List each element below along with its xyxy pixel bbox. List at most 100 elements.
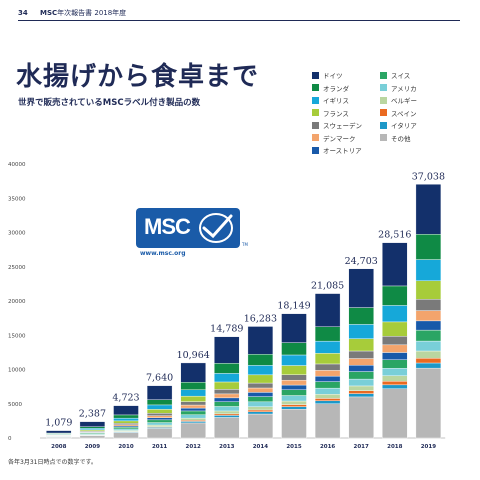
bar-segment [214,415,240,418]
bar-segment [113,428,139,431]
bar-segment [214,393,240,399]
bar-segment [113,405,139,416]
legend-label: スペイン [391,109,417,118]
bar-segment [382,381,408,386]
msc-logo-text: MSC [144,214,191,239]
bar-segment [348,268,374,308]
bar-segment [382,305,408,323]
x-tick-label: 2014 [253,444,268,450]
legend-item: ベルギー [380,95,417,105]
bar-segment [113,414,139,419]
chart-subtitle: 世界で販売されているMSCラベル付き製品の数 [18,98,201,108]
bar-segment [382,242,408,287]
bar-segment [247,326,274,355]
bar-segment [146,409,173,414]
y-tick-label: 35000 [8,196,26,202]
bar-segment [415,299,442,311]
x-tick-label: 2019 [421,444,436,450]
bar-segment [247,374,274,384]
bar-chart: 0 5000 10000 15000 20000 25000 30000 35000 40000… [8,162,446,450]
bar-segment [415,280,442,300]
bar-segment [415,362,442,369]
y-tick-label: 0 [8,436,12,442]
chart-title: 水揚げから食卓まで [16,62,260,92]
bar-segment [415,310,442,322]
legend-item: スイス [380,70,410,80]
bar-total-label: 28,516 [378,230,411,241]
legend-label: スウェーデン [323,122,362,130]
legend-label: オーストリア [323,147,362,155]
bar-total-label: 10,964 [177,350,210,361]
footnote: 各年3月31日時点での数字です。 [8,459,97,466]
x-tick-label: 2018 [387,444,402,450]
legend-item: スウェーデン [312,120,362,130]
bar-segment [247,396,274,403]
bar-segment [281,374,307,381]
bar-segment [415,320,442,331]
bar-segment [214,389,240,395]
bar-segment [314,293,341,327]
bar-segment [415,259,442,281]
bar-segment [146,419,173,423]
header-report: 年次報告書 2018年度 [57,9,127,17]
bar-segment [214,381,240,390]
bar-segment [180,362,206,383]
legend-swatch [380,134,387,141]
bar-segment [382,344,408,353]
bar-segment [180,421,206,424]
x-tick-label: 2016 [320,444,335,450]
x-tick-label: 2015 [286,444,301,450]
bar-segment [46,430,72,434]
legend-label: イギリス [323,97,349,105]
x-tick-label: 2009 [85,444,100,450]
bar-segment [247,411,274,415]
bar-segment [281,379,307,386]
bar-segment [214,336,240,364]
bar-segment [382,384,408,389]
legend-swatch [380,71,387,79]
legend-swatch [312,121,319,129]
legend-swatch [380,121,387,129]
bar-segment [382,368,408,377]
bar-segment [180,404,206,409]
bar-segment [281,389,307,396]
bar-segment [281,406,307,410]
bar-segment [415,350,442,359]
bar-segment [247,365,274,376]
bar-segment [348,358,374,366]
bar-segment [146,385,173,400]
bar-segment [247,392,274,397]
bar-segment [180,422,206,439]
legend-item: その他 [380,133,411,143]
bar-segment [348,365,374,372]
bar-segment [79,428,106,430]
y-tick-label: 30000 [8,231,26,237]
bar-segment [113,427,139,430]
legend-label: その他 [391,134,411,143]
legend-swatch [312,109,319,116]
trademark-mark: TM [242,242,248,247]
bar-segment [113,432,139,439]
bar-segment [281,365,307,375]
legend-label: デンマーク [323,134,356,143]
fish-tick-icon [199,213,233,243]
bar-segment [314,370,341,377]
bar-segment [314,403,341,439]
bar-segment [348,371,374,380]
y-tick-label: 10000 [8,368,26,374]
bar-segment [314,326,341,342]
bar-segment [348,324,374,339]
bar-segment [314,375,341,382]
bar-segment [113,423,139,425]
bar-segment [382,321,408,337]
legend-item: フランス [312,108,349,118]
bar-segment [180,417,206,421]
bar-segment [415,340,442,352]
page-number: 34 [18,9,28,17]
header-rule [18,20,460,21]
bar-segment [146,415,173,418]
bar-segment [214,373,240,383]
bar-segment [314,398,341,402]
bar-segment [247,354,274,366]
bar-total-label: 4,723 [112,393,139,404]
